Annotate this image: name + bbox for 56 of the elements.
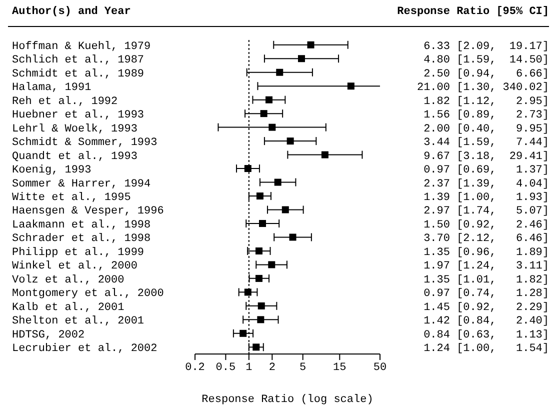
data-label: 1.24 [1.00, 1.54] <box>424 343 549 356</box>
x-axis-title: Response Ratio (log scale) <box>202 394 374 406</box>
y-tick-label: Philipp et al., 1999 <box>12 246 144 259</box>
x-tick-label: 2 <box>268 362 276 374</box>
y-tick-label: Huebner et al., 1993 <box>12 110 144 122</box>
data-label: 3.70 [2.12, 6.46] <box>424 233 549 246</box>
text: Response Ratio [95% CI] <box>397 6 549 18</box>
data-label: 2.50 [0.94, 6.66] <box>424 68 549 80</box>
y-tick-label: Volz et al., 2000 <box>12 274 124 286</box>
y-tick-label: Schmidt et al., 1989 <box>12 68 144 80</box>
data-label: 9.67 [3.18, 29.41] <box>424 150 549 163</box>
x-tick-label: 0.5 <box>216 362 236 374</box>
data-label: 1.39 [1.00, 1.93] <box>424 192 549 204</box>
data-label: 2.00 [0.40, 9.95] <box>424 123 549 136</box>
data-label: 1.35 [0.96, 1.89] <box>424 246 549 259</box>
y-tick-label: Hoffman & Kuehl, 1979 <box>12 40 151 53</box>
x-tick-label: 0.2 <box>185 362 205 374</box>
data-label: 1.45 [0.92, 2.29] <box>424 302 549 314</box>
y-tick-label: Schrader et al., 1998 <box>12 233 151 246</box>
x-tick-label: 1 <box>246 362 253 374</box>
y-tick-label: Schmidt & Sommer, 1993 <box>12 137 158 150</box>
y-tick-label: Schlich et al., 1987 <box>12 54 144 67</box>
y-tick-label: Shelton et al., 2001 <box>12 316 144 328</box>
data-label: 0.97 [0.74, 1.28] <box>424 288 549 300</box>
y-tick-label: HDTSG, 2002 <box>12 329 85 342</box>
x-tick-label: 50 <box>373 362 387 374</box>
data-label: 2.37 [1.39, 4.04] <box>424 178 549 190</box>
data-label: 1.82 [1.12, 2.95] <box>424 96 549 108</box>
data-label: 1.50 [0.92, 2.46] <box>424 219 549 232</box>
data-label: 3.44 [1.59, 7.44] <box>424 137 549 150</box>
y-tick-label: Quandt et al., 1993 <box>12 150 138 163</box>
y-tick-label: Halama, 1991 <box>12 82 92 94</box>
data-label: 0.97 [0.69, 1.37] <box>424 164 549 177</box>
x-tick-label: 5 <box>300 362 306 374</box>
y-tick-label: Witte et al., 1995 <box>12 192 131 204</box>
y-tick-label: Haensgen & Vesper, 1996 <box>12 206 164 218</box>
y-tick-label: Kalb et al., 2001 <box>12 302 125 314</box>
y-tick-label: Koenig, 1993 <box>12 164 92 177</box>
x-tick-label: 15 <box>333 362 346 374</box>
y-tick-label: Lehrl & Woelk, 1993 <box>12 123 138 136</box>
data-label: 1.42 [0.84, 2.40] <box>424 316 549 328</box>
data-label: 1.97 [1.24, 3.11] <box>424 260 549 273</box>
y-tick-label: Winkel et al., 2000 <box>12 260 138 273</box>
data-label: 0.84 [0.63, 1.13] <box>424 329 549 342</box>
data-label: 4.80 [1.59, 14.50] <box>424 54 549 67</box>
data-label: 1.56 [0.89, 2.73] <box>424 110 549 122</box>
y-tick-label: Lecrubier et al., 2002 <box>12 343 158 356</box>
y-tick-label: Sommer & Harrer, 1994 <box>12 178 152 190</box>
y-axis-title: Author(s) and Year <box>12 6 131 18</box>
y-tick-label: Laakmann et al., 1998 <box>12 219 151 232</box>
data-label: 1.35 [1.01, 1.82] <box>424 274 549 286</box>
data-label: 6.33 [2.09, 19.17] <box>424 40 549 53</box>
data-label: 2.97 [1.74, 5.07] <box>424 206 549 218</box>
data-label: 21.00 [1.30, 340.02] <box>416 82 549 94</box>
y-tick-label: Montgomery et al., 2000 <box>12 288 164 300</box>
y-tick-label: Reh et al., 1992 <box>12 96 118 108</box>
